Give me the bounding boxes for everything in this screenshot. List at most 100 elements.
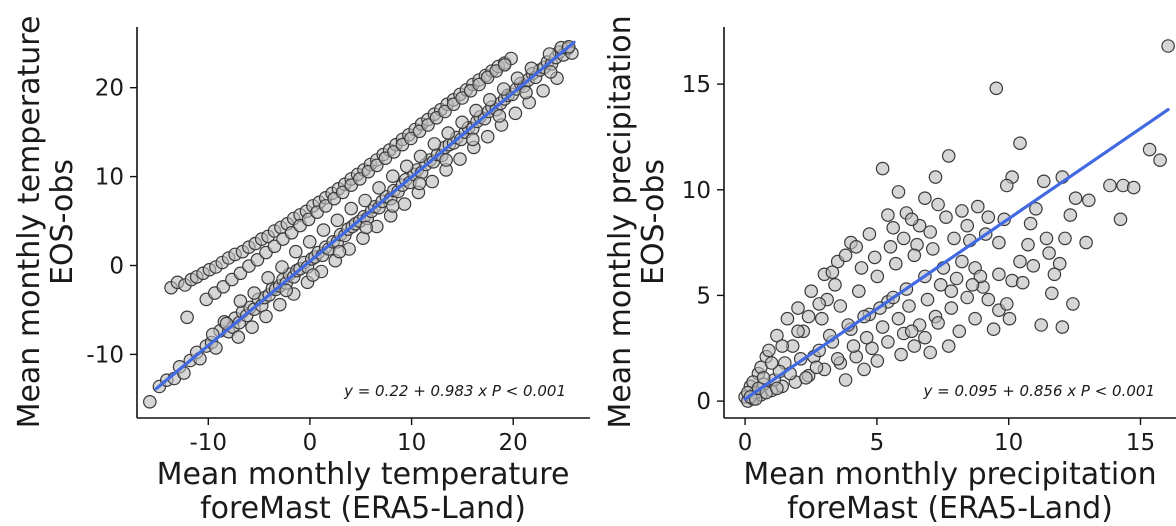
precipitation-data-point [1153,153,1167,167]
temperature-data-point [543,65,558,79]
temperature-data-point [288,244,303,259]
y-tick-label: 0 [109,254,124,280]
precipitation-y-axis-title: EOS-obs [636,159,671,285]
temperature-x-axis-title: foreMast (ERA5-Land) [200,491,526,526]
precipitation-data-point [999,178,1014,193]
precipitation-data-point [838,373,853,387]
precipitation-data-point [1013,136,1027,150]
temperature-data-point [497,58,512,72]
temperature-data-point [399,159,414,174]
precipitation-data-point [862,227,877,241]
precipitation-data-point [970,199,985,214]
precipitation-data-point [1002,311,1017,326]
precipitation-data-point [1034,318,1048,332]
temperature-data-point [233,294,248,308]
precipitation-points-layer [738,39,1175,408]
precipitation-data-point [1079,235,1093,250]
temperature-data-point [369,158,384,173]
temperature-data-point [330,213,345,228]
precipitation-data-point [812,297,826,311]
precipitation-data-point [1052,256,1067,271]
temperature-data-point [180,310,194,325]
temperature-y-axis-title: EOS-obs [45,159,80,285]
precipitation-data-point [1055,320,1070,334]
precipitation-data-point [804,284,818,298]
precipitation-data-point [809,360,824,375]
precipitation-data-point [981,210,996,224]
temperature-data-point [231,330,246,344]
precipitation-data-point [907,339,922,353]
temperature-data-point [412,176,427,191]
precipitation-data-point [854,261,869,275]
precipitation-data-point [833,299,848,313]
temperature-data-point [469,103,483,118]
precipitation-data-point [875,320,890,334]
precipitation-data-point [1037,174,1051,189]
precipitation-data-point [891,185,906,199]
precipitation-data-point [902,299,916,313]
precipitation-data-point [931,197,945,212]
precipitation-data-point [1029,202,1043,216]
temperature-data-point [427,137,442,151]
precipitation-data-point [960,290,974,305]
precipitation-data-point [1068,191,1083,205]
precipitation-y-axis-title: Mean monthly precipitation [603,15,638,428]
precipitation-data-point [1023,216,1038,231]
precipitation-data-point [986,322,1001,336]
precipitation-data-point [928,170,943,184]
y-tick-label: 5 [696,283,711,309]
temperature-data-point [524,61,539,76]
x-tick-label: -10 [190,430,228,456]
temperature-data-point [482,93,497,107]
temperature-data-point [261,270,275,285]
precipitation-data-point [1039,231,1054,246]
temperature-data-point [480,129,495,144]
precipitation-data-point [1026,258,1041,273]
precipitation-data-point [981,292,996,307]
precipitation-data-point [886,221,900,235]
temperature-scatter-panel: -10 0 10 20 -10 0 10 20 y = 0.22 + 0.983… [12,16,590,526]
precipitation-data-point [907,248,922,263]
precipitation-data-point [775,339,789,353]
temperature-data-point [209,341,223,355]
precipitation-data-point [904,324,919,339]
x-tick-label: 20 [499,430,528,456]
temperature-data-point [519,85,533,100]
y-tick-label: 10 [682,178,711,204]
temperature-equation-label: y = 0.22 + 0.983 x P < 0.001 [343,382,566,400]
precipitation-data-point [949,271,964,286]
temperature-data-point [397,197,412,211]
temperature-data-point [472,77,486,92]
precipitation-data-point [875,161,890,176]
precipitation-data-point [1058,231,1072,246]
precipitation-data-point [896,231,911,246]
precipitation-data-point [989,81,1004,96]
temperature-data-point [465,132,480,147]
precipitation-data-point [941,149,956,163]
precipitation-data-point [965,277,980,292]
precipitation-data-point [891,311,906,326]
temperature-data-point [492,109,507,123]
temperature-points-layer [143,39,579,409]
precipitation-data-point [960,218,974,233]
precipitation-data-point [814,311,829,326]
precipitation-data-point [944,284,959,298]
x-tick-label: 10 [994,430,1023,456]
precipitation-data-point [920,292,935,307]
precipitation-data-point [780,311,795,326]
precipitation-data-point [888,256,903,271]
temperature-data-point [385,199,400,213]
precipitation-data-point [764,356,779,370]
precipitation-data-point [865,341,879,356]
temperature-data-point [216,279,231,294]
precipitation-data-point [973,269,988,284]
precipitation-data-point [992,235,1006,250]
temperature-data-point [542,47,557,61]
precipitation-data-point [791,324,805,339]
temperature-data-point [508,106,523,121]
precipitation-data-point [770,381,784,396]
temperature-data-point [344,201,358,216]
temperature-x-axis-title: Mean monthly temperature [157,457,570,492]
precipitation-data-point [1161,39,1175,53]
